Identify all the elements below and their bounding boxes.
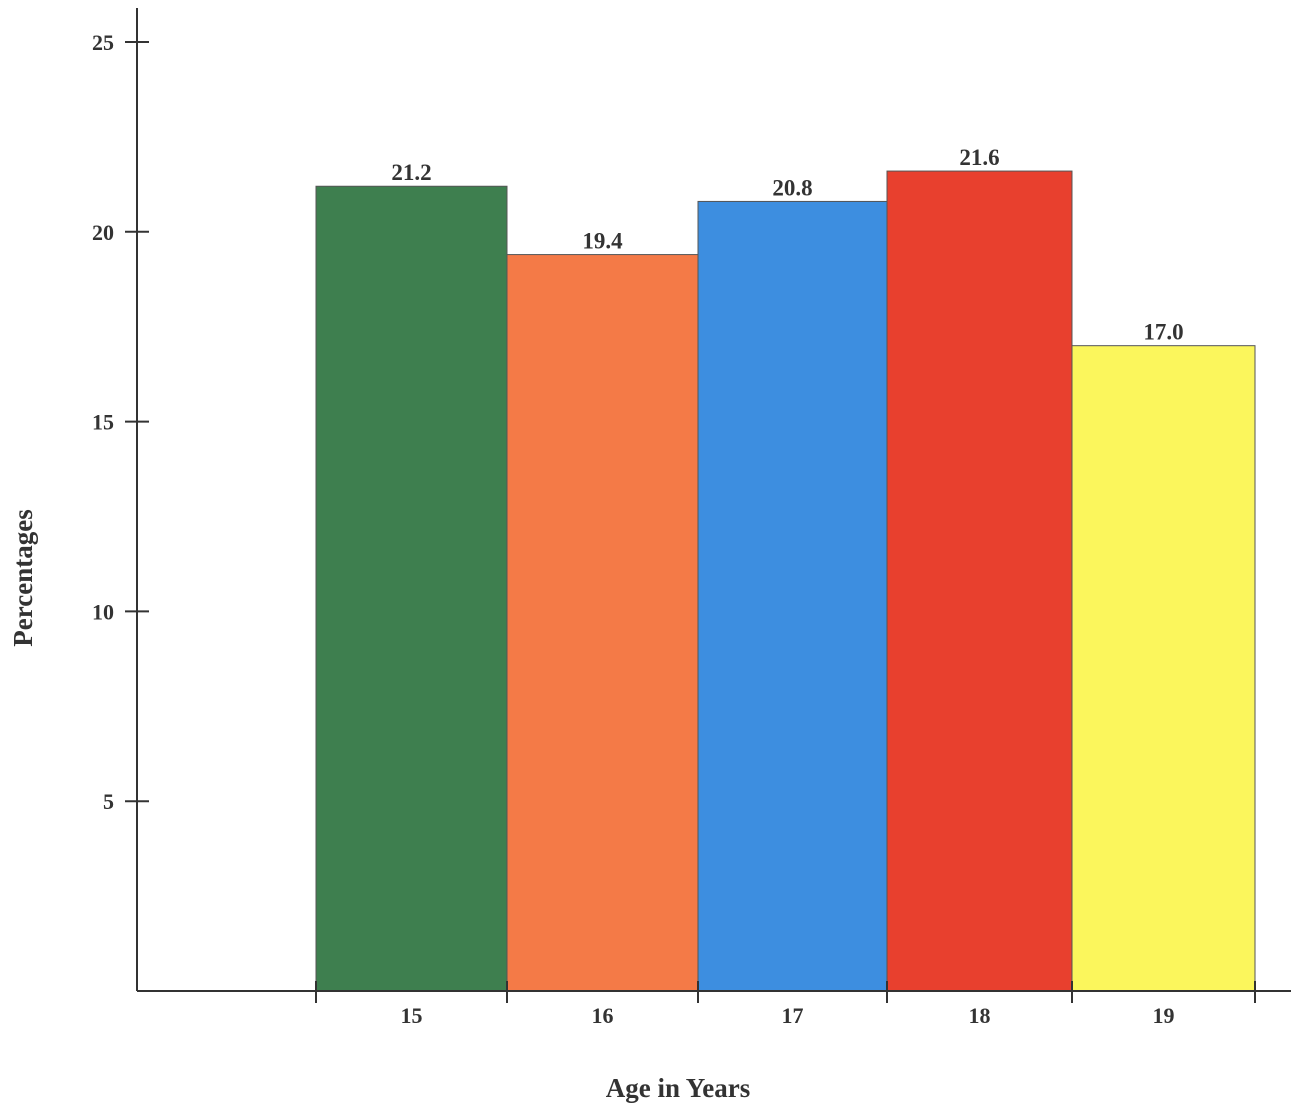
y-tick-label-15: 15 xyxy=(92,410,114,435)
x-tick-label-17: 17 xyxy=(782,1003,804,1028)
y-tick-label-5: 5 xyxy=(103,789,114,814)
y-tick-label-20: 20 xyxy=(92,220,114,245)
value-label-19: 17.0 xyxy=(1143,320,1183,345)
bars-group xyxy=(315,170,1256,992)
y-tick-label-25: 25 xyxy=(92,30,114,55)
bar-18 xyxy=(886,170,1073,992)
bar-15 xyxy=(315,185,508,992)
x-tick-label-19: 19 xyxy=(1153,1003,1175,1028)
bar-19 xyxy=(1071,345,1256,992)
value-label-18: 21.6 xyxy=(959,145,999,170)
value-label-16: 19.4 xyxy=(582,229,623,254)
value-labels-group: 21.2 19.4 20.8 21.6 17.0 xyxy=(391,145,1183,345)
y-axis-title: Percentages xyxy=(8,509,38,646)
x-tick-label-16: 16 xyxy=(592,1003,614,1028)
x-tick-label-15: 15 xyxy=(401,1003,423,1028)
x-axis-title: Age in Years xyxy=(606,1073,750,1103)
y-tick-label-10: 10 xyxy=(92,599,114,624)
value-label-15: 21.2 xyxy=(391,160,431,185)
bar-16 xyxy=(506,254,699,992)
x-tick-label-18: 18 xyxy=(969,1003,991,1028)
value-label-17: 20.8 xyxy=(772,175,812,200)
x-ticks-group: 15 16 17 18 19 xyxy=(315,981,1256,1028)
y-ticks-group: 5 10 15 20 25 xyxy=(92,30,149,814)
bar-17 xyxy=(697,200,888,992)
